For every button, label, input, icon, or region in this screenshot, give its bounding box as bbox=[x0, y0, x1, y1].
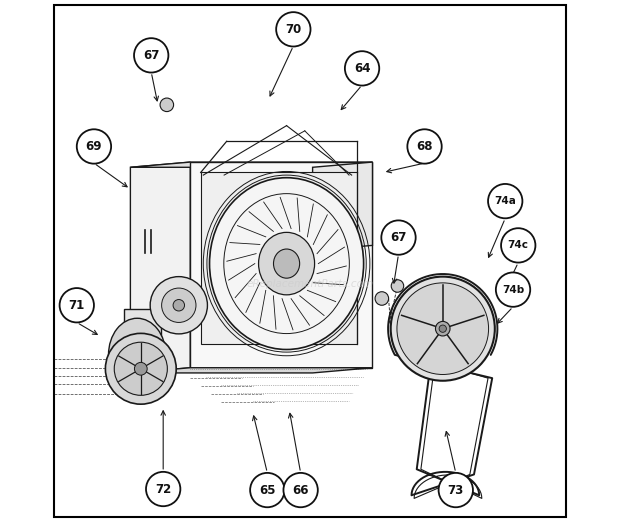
Ellipse shape bbox=[108, 318, 166, 391]
Circle shape bbox=[435, 322, 450, 336]
Ellipse shape bbox=[259, 232, 314, 295]
Text: 68: 68 bbox=[416, 140, 433, 153]
Text: 71: 71 bbox=[69, 299, 85, 312]
Text: 74a: 74a bbox=[494, 196, 516, 206]
Circle shape bbox=[162, 288, 196, 323]
Circle shape bbox=[488, 184, 523, 218]
Text: 64: 64 bbox=[354, 62, 370, 75]
Circle shape bbox=[345, 51, 379, 86]
Polygon shape bbox=[130, 367, 373, 373]
Circle shape bbox=[276, 12, 311, 46]
Circle shape bbox=[381, 220, 415, 255]
Text: 67: 67 bbox=[143, 49, 159, 62]
Circle shape bbox=[135, 362, 147, 375]
Text: 65: 65 bbox=[259, 483, 275, 496]
Circle shape bbox=[407, 129, 441, 163]
Polygon shape bbox=[190, 162, 373, 367]
Circle shape bbox=[397, 283, 489, 374]
Circle shape bbox=[114, 342, 167, 395]
Circle shape bbox=[150, 277, 208, 334]
Text: 74b: 74b bbox=[502, 284, 524, 294]
FancyBboxPatch shape bbox=[123, 310, 161, 338]
Polygon shape bbox=[201, 172, 357, 345]
Circle shape bbox=[250, 473, 285, 507]
Circle shape bbox=[391, 280, 404, 292]
Text: 72: 72 bbox=[155, 482, 171, 495]
Polygon shape bbox=[130, 162, 373, 167]
Circle shape bbox=[105, 334, 176, 404]
Circle shape bbox=[77, 129, 111, 163]
Text: 70: 70 bbox=[285, 23, 301, 36]
Circle shape bbox=[439, 325, 446, 333]
Text: 73: 73 bbox=[448, 483, 464, 496]
Polygon shape bbox=[130, 162, 190, 373]
Ellipse shape bbox=[210, 177, 363, 350]
Circle shape bbox=[496, 272, 530, 307]
Circle shape bbox=[501, 228, 536, 263]
Circle shape bbox=[160, 98, 174, 112]
Circle shape bbox=[60, 288, 94, 323]
Text: 74c: 74c bbox=[508, 241, 529, 251]
Circle shape bbox=[173, 300, 185, 311]
Circle shape bbox=[283, 473, 318, 507]
Text: 69: 69 bbox=[86, 140, 102, 153]
Circle shape bbox=[134, 38, 169, 73]
Circle shape bbox=[375, 292, 389, 305]
FancyBboxPatch shape bbox=[54, 5, 566, 517]
Text: eReplacementParts.com: eReplacementParts.com bbox=[246, 279, 374, 289]
Text: 67: 67 bbox=[391, 231, 407, 244]
Circle shape bbox=[391, 277, 495, 381]
Circle shape bbox=[146, 472, 180, 506]
Ellipse shape bbox=[273, 249, 299, 278]
Text: 66: 66 bbox=[293, 483, 309, 496]
Circle shape bbox=[438, 473, 473, 507]
Polygon shape bbox=[312, 162, 373, 251]
